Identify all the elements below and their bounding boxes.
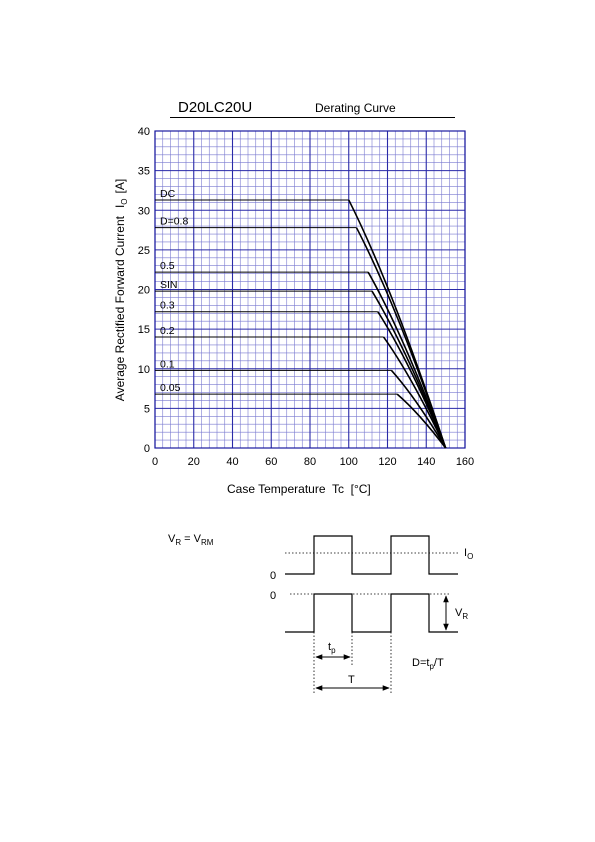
x-tick-label: 120	[378, 456, 396, 468]
series-label: 0.1	[160, 358, 175, 370]
series-label: 0.05	[160, 382, 181, 394]
curve-name: Derating Curve	[315, 101, 396, 115]
series-label: 0.3	[160, 300, 175, 312]
y-tick-label: 20	[138, 285, 150, 297]
vr-label: VR	[455, 607, 468, 621]
y-tick-label: 25	[138, 245, 150, 257]
y-axis-title-sym: I	[113, 205, 127, 208]
series-derating-curve	[355, 227, 447, 449]
plot-frame	[154, 130, 466, 449]
y-tick-label: 10	[138, 364, 150, 376]
x-tick-labels: 0 20 40 60 80 100 120 140 160	[152, 456, 474, 468]
series-labels: DC D=0.8 0.5 SIN 0.3 0.2 0.1 0.05	[160, 188, 188, 394]
y-tick-label: 15	[138, 324, 150, 336]
zero-label-bottom: 0	[270, 590, 276, 602]
series-label: 0.5	[160, 260, 175, 272]
series-derating-curve	[390, 369, 447, 449]
x-axis-title: Case Temperature Tc [°C]	[227, 482, 371, 496]
zero-label-top: 0	[270, 570, 276, 582]
vr-equation: VR = VRM	[168, 533, 214, 547]
y-axis-title-main: Average Rectified Forward Current	[113, 215, 127, 401]
reference-lines	[155, 199, 398, 395]
x-tick-label: 60	[265, 456, 277, 468]
voltage-waveform	[285, 593, 458, 633]
x-tick-label: 160	[456, 456, 474, 468]
series-label: 0.2	[160, 325, 175, 337]
x-tick-label: 40	[226, 456, 238, 468]
series-derating-curve	[382, 336, 447, 449]
duty-formula: D=tp/T	[412, 657, 444, 671]
series-label: SIN	[160, 279, 178, 291]
derating-curves	[348, 199, 447, 449]
current-waveform	[285, 535, 458, 575]
y-tick-label: 0	[144, 443, 150, 455]
period-label: T	[348, 674, 355, 686]
y-tick-label: 30	[138, 205, 150, 217]
x-tick-label: 0	[152, 456, 158, 468]
y-axis-title: Average Rectified Forward Current IO [A]	[113, 179, 129, 401]
series-label: D=0.8	[160, 216, 188, 228]
y-axis-title-sub: O	[120, 198, 129, 204]
x-tick-label: 100	[340, 456, 358, 468]
y-tick-label: 40	[138, 126, 150, 138]
y-tick-label: 5	[144, 403, 150, 415]
tp-label: tp	[328, 641, 336, 655]
series-label: DC	[160, 188, 176, 200]
x-tick-label: 20	[188, 456, 200, 468]
series-derating-curve	[396, 393, 447, 449]
series-derating-curve	[377, 311, 447, 449]
x-tick-label: 80	[304, 456, 316, 468]
y-tick-label: 35	[138, 166, 150, 178]
y-tick-labels: 0 5 10 15 20 25 30 35 40	[138, 126, 150, 455]
y-axis-title-unit: [A]	[113, 179, 127, 194]
x-tick-label: 140	[417, 456, 435, 468]
io-label: IO	[464, 547, 473, 561]
part-number: D20LC20U	[178, 99, 252, 116]
